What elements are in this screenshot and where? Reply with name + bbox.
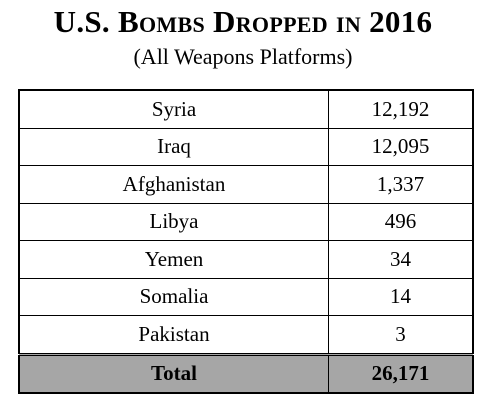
- bombs-table: Syria 12,192 Iraq 12,095 Afghanistan 1,337 Lib…: [18, 89, 474, 394]
- count-cell: 3: [328, 315, 474, 355]
- country-cell: Yemen: [18, 240, 329, 279]
- country-cell: Iraq: [18, 127, 329, 166]
- table-row: Libya 496: [18, 202, 474, 241]
- table-row: Iraq 12,095: [18, 127, 474, 166]
- subtitle: (All Weapons Platforms): [133, 44, 353, 69]
- title: U.S. Bombs Dropped in 2016: [53, 4, 433, 39]
- count-cell: 12,192: [328, 89, 474, 129]
- count-cell: 34: [328, 240, 474, 279]
- country-cell: Pakistan: [18, 315, 329, 355]
- count-cell: 1,337: [328, 165, 474, 204]
- country-cell: Total: [18, 352, 329, 394]
- country-cell: Afghanistan: [18, 165, 329, 204]
- count-cell: 496: [328, 202, 474, 241]
- country-cell: Somalia: [18, 277, 329, 316]
- table-row: Somalia 14: [18, 277, 474, 316]
- table-row: Syria 12,192: [18, 89, 474, 129]
- table-row: Yemen 34: [18, 240, 474, 279]
- country-cell: Libya: [18, 202, 329, 241]
- count-cell: 26,171: [328, 352, 474, 394]
- count-cell: 14: [328, 277, 474, 316]
- total-row: Total 26,171: [18, 352, 474, 394]
- country-cell: Syria: [18, 89, 329, 129]
- table-row: Afghanistan 1,337: [18, 165, 474, 204]
- count-cell: 12,095: [328, 127, 474, 166]
- table-row: Pakistan 3: [18, 315, 474, 355]
